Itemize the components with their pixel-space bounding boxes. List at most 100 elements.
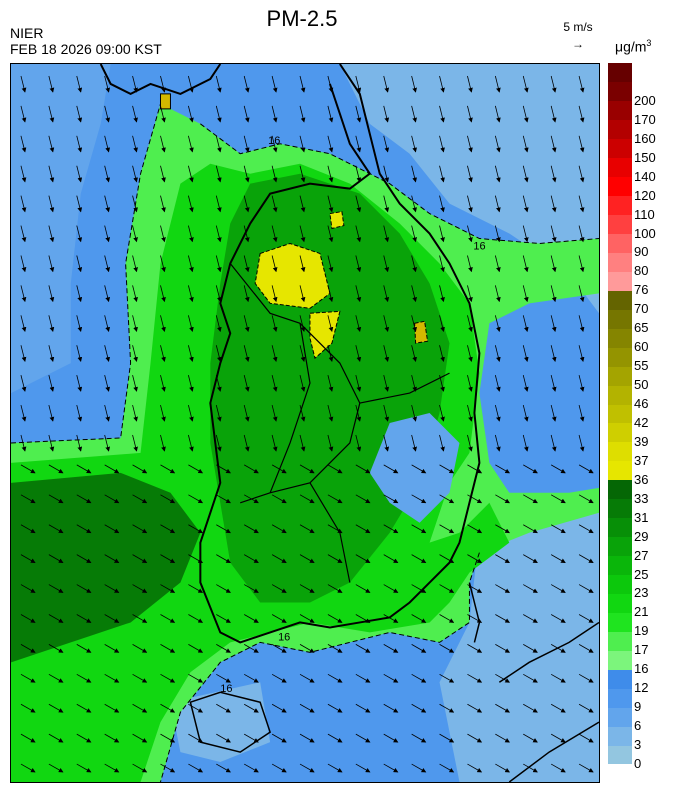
wind-arrow-icon bbox=[578, 375, 585, 392]
wind-arrow-icon bbox=[327, 165, 334, 183]
wind-arrow-icon bbox=[188, 315, 194, 333]
wind-arrow-icon bbox=[188, 763, 204, 773]
wind-arrow-icon bbox=[299, 494, 315, 504]
wind-arrow-icon bbox=[578, 404, 585, 422]
wind-arrow-icon bbox=[48, 614, 64, 623]
wind-arrow-icon bbox=[243, 195, 250, 213]
wind-arrow-icon bbox=[160, 285, 166, 303]
wind-arrow-icon bbox=[355, 75, 362, 93]
wind-arrow-icon bbox=[299, 434, 306, 452]
wind-arrow-icon bbox=[20, 75, 27, 93]
wind-arrow-icon bbox=[495, 524, 510, 534]
wind-arrow-icon bbox=[383, 434, 390, 452]
wind-arrow-icon bbox=[383, 195, 390, 213]
contour-label: 16 bbox=[473, 240, 485, 252]
wind-arrow-icon bbox=[439, 315, 445, 333]
wind-arrow-icon bbox=[495, 554, 510, 564]
wind-arrow-icon bbox=[188, 733, 204, 743]
wind-arrow-icon bbox=[383, 225, 390, 243]
wind-arrow-icon bbox=[523, 673, 538, 683]
wind-arrow-icon bbox=[327, 434, 334, 452]
wind-arrow-icon bbox=[20, 614, 36, 623]
wind-arrow-icon bbox=[160, 644, 176, 653]
wind-arrow-icon bbox=[104, 165, 111, 183]
wind-arrow-icon bbox=[104, 584, 120, 593]
pm-plume-darker bbox=[11, 472, 201, 663]
legend-tick-label: 76 bbox=[634, 282, 649, 298]
wind-arrow-icon bbox=[160, 434, 166, 452]
wind-arrow-icon bbox=[104, 315, 111, 333]
wind-arrow-icon bbox=[522, 135, 529, 153]
wind-arrow-icon bbox=[495, 703, 510, 713]
wind-arrow-icon bbox=[355, 135, 362, 153]
wind-arrow-icon bbox=[578, 673, 594, 683]
legend-swatch bbox=[608, 479, 632, 500]
wind-arrow-icon bbox=[188, 345, 194, 362]
wind-arrow-icon bbox=[188, 135, 194, 153]
wind-arrow-icon bbox=[48, 524, 64, 534]
wind-arrow-icon bbox=[20, 673, 36, 683]
legend-swatch bbox=[608, 612, 632, 632]
wind-arrow-icon bbox=[494, 75, 501, 93]
wind-arrow-icon bbox=[411, 584, 427, 593]
wind-arrow-icon bbox=[494, 434, 501, 452]
wind-arrow-icon bbox=[243, 105, 250, 123]
wind-arrow-icon bbox=[355, 464, 371, 474]
wind-arrow-icon bbox=[215, 345, 222, 362]
wind-arrow-icon bbox=[439, 285, 445, 303]
wind-arrow-icon bbox=[188, 105, 194, 123]
wind-arrow-icon bbox=[411, 494, 427, 504]
wind-arrow-icon bbox=[132, 434, 138, 452]
wind-arrow-icon bbox=[104, 135, 111, 153]
wind-arrow-icon bbox=[383, 404, 390, 422]
wind-arrow-icon bbox=[383, 375, 390, 392]
wind-arrow-icon bbox=[48, 703, 64, 713]
wind-arrow-icon bbox=[522, 434, 529, 452]
legend-swatch bbox=[608, 366, 632, 386]
wind-arrow-icon bbox=[76, 464, 92, 474]
wind-arrow-icon bbox=[76, 225, 83, 243]
legend-swatch bbox=[608, 100, 632, 121]
wind-arrow-icon bbox=[244, 703, 259, 713]
wind-arrow-icon bbox=[188, 464, 204, 474]
legend-swatch bbox=[608, 385, 632, 405]
legend-tick-label: 37 bbox=[634, 452, 649, 468]
legend-tick-label: 12 bbox=[634, 680, 649, 696]
wind-arrow-icon bbox=[188, 703, 204, 713]
wind-arrow-icon bbox=[132, 105, 138, 123]
wind-arrow-icon bbox=[411, 165, 417, 183]
legend-swatch bbox=[608, 81, 632, 102]
wind-arrow-icon bbox=[215, 404, 222, 422]
wind-arrow-icon bbox=[439, 434, 445, 452]
wind-arrow-icon bbox=[299, 733, 315, 743]
wind-arrow-icon bbox=[132, 464, 148, 474]
wind-arrow-icon bbox=[355, 733, 371, 743]
wind-arrow-icon bbox=[104, 75, 111, 93]
wind-arrow-icon bbox=[327, 494, 343, 504]
pm25-map: 16 16 16 16 bbox=[10, 63, 600, 783]
wind-arrow-icon bbox=[467, 673, 483, 683]
legend-swatch bbox=[608, 650, 632, 670]
wind-arrow-icon bbox=[327, 614, 343, 623]
wind-arrow-icon bbox=[522, 285, 529, 303]
wind-arrow-icon bbox=[271, 524, 287, 534]
wind-arrow-icon bbox=[467, 255, 473, 273]
wind-arrow-icon bbox=[20, 703, 36, 713]
wind-arrow-icon bbox=[494, 195, 501, 213]
wind-arrow-icon bbox=[244, 554, 259, 564]
wind-arrow-icon bbox=[355, 345, 362, 362]
wind-arrow-icon bbox=[355, 584, 371, 593]
wind-arrow-icon bbox=[132, 554, 148, 564]
wind-arrow-icon bbox=[216, 494, 231, 504]
legend-tick-label: 31 bbox=[634, 509, 649, 525]
wind-arrow-icon bbox=[495, 614, 510, 623]
datetime-label: FEB 18 2026 09:00 KST bbox=[10, 41, 162, 57]
wind-arrow-icon bbox=[244, 673, 259, 683]
wind-arrow-icon bbox=[299, 524, 315, 534]
wind-arrow-icon bbox=[578, 703, 594, 713]
wind-arrow-icon bbox=[76, 494, 92, 504]
wind-arrow-icon bbox=[104, 733, 120, 743]
wind-arrow-icon bbox=[104, 494, 120, 504]
wind-arrow-icon bbox=[327, 644, 343, 653]
wind-arrow-icon bbox=[48, 195, 55, 213]
